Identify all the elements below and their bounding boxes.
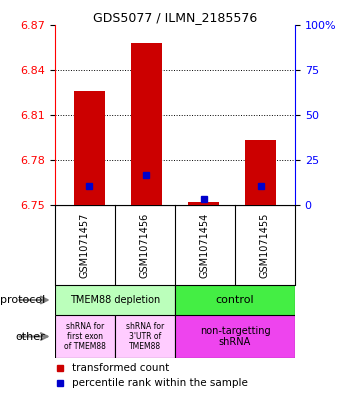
Bar <box>55 285 175 315</box>
Text: transformed count: transformed count <box>72 363 169 373</box>
Title: GDS5077 / ILMN_2185576: GDS5077 / ILMN_2185576 <box>93 11 257 24</box>
Text: non-targetting
shRNA: non-targetting shRNA <box>200 326 270 347</box>
Bar <box>115 315 175 358</box>
Text: GSM1071456: GSM1071456 <box>140 212 150 277</box>
Bar <box>188 202 219 205</box>
Text: protocol: protocol <box>0 295 45 305</box>
Text: TMEM88 depletion: TMEM88 depletion <box>70 295 160 305</box>
Text: other: other <box>15 332 45 342</box>
Text: GSM1071455: GSM1071455 <box>260 212 270 278</box>
Bar <box>175 285 295 315</box>
Bar <box>73 91 105 205</box>
Text: GSM1071454: GSM1071454 <box>200 212 210 277</box>
Text: control: control <box>216 295 254 305</box>
Text: shRNA for
first exon
of TMEM88: shRNA for first exon of TMEM88 <box>64 321 106 351</box>
Bar <box>131 43 162 205</box>
Bar <box>175 315 295 358</box>
Bar <box>55 315 115 358</box>
Text: percentile rank within the sample: percentile rank within the sample <box>72 378 248 388</box>
Text: shRNA for
3'UTR of
TMEM88: shRNA for 3'UTR of TMEM88 <box>126 321 164 351</box>
Bar <box>245 141 276 205</box>
Text: GSM1071457: GSM1071457 <box>80 212 90 278</box>
